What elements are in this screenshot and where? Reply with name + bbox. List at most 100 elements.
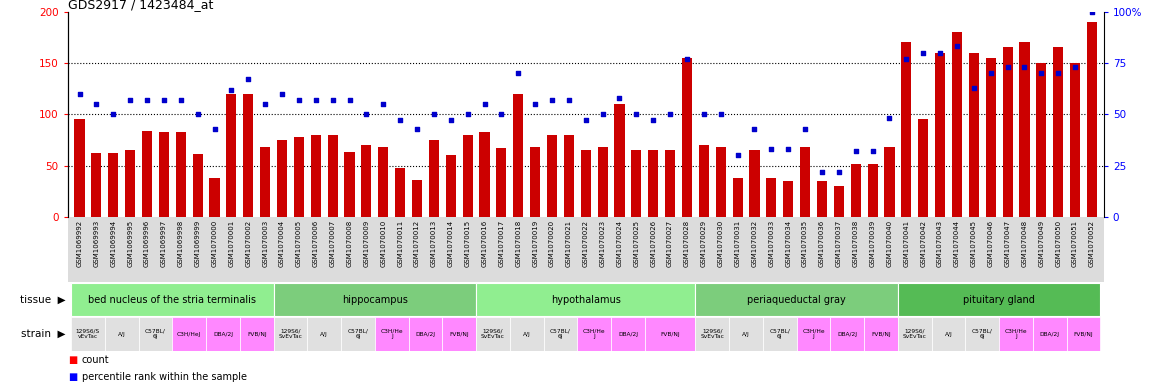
Text: 129S6/
SvEvTac: 129S6/ SvEvTac [481, 329, 505, 339]
Point [931, 50, 950, 56]
Bar [611, 318, 645, 351]
Text: C57BL/
6J: C57BL/ 6J [550, 329, 571, 339]
Bar [966, 318, 999, 351]
Text: GSM1069999: GSM1069999 [195, 220, 201, 268]
Bar [868, 164, 877, 217]
Text: GSM1070020: GSM1070020 [549, 220, 555, 267]
Text: C3H/He
J: C3H/He J [1004, 329, 1028, 339]
Point [644, 118, 662, 124]
Bar [864, 318, 898, 351]
Bar [648, 150, 659, 217]
Point [1033, 70, 1051, 76]
Point [1065, 64, 1084, 70]
Text: FVB/NJ: FVB/NJ [660, 331, 680, 337]
Point [762, 146, 780, 152]
Text: GSM1070019: GSM1070019 [533, 220, 538, 268]
Point [1083, 8, 1101, 15]
Text: GSM1070002: GSM1070002 [245, 220, 251, 267]
Bar [429, 140, 439, 217]
Text: GSM1070033: GSM1070033 [769, 220, 774, 268]
Text: C57BL/
6J: C57BL/ 6J [145, 329, 166, 339]
Point [324, 97, 342, 103]
Text: GSM1069997: GSM1069997 [161, 220, 167, 268]
Text: hippocampus: hippocampus [342, 295, 408, 305]
Text: GSM1070013: GSM1070013 [431, 220, 437, 268]
Bar [513, 94, 523, 217]
Bar [898, 318, 932, 351]
Point [947, 43, 966, 50]
Bar [109, 153, 118, 217]
Bar [682, 58, 693, 217]
Bar [968, 53, 979, 217]
Bar [932, 318, 966, 351]
Point [913, 50, 932, 56]
Bar [311, 135, 321, 217]
Text: GSM1070047: GSM1070047 [1004, 220, 1010, 267]
Text: GSM1070040: GSM1070040 [887, 220, 892, 267]
Point [863, 148, 882, 154]
Bar [952, 32, 962, 217]
Point [374, 101, 392, 107]
Bar [1087, 22, 1097, 217]
Point [239, 76, 258, 83]
Bar [564, 135, 573, 217]
Point [188, 111, 207, 118]
Bar [816, 181, 827, 217]
Point [458, 111, 477, 118]
Bar [918, 119, 929, 217]
Point [661, 111, 680, 118]
Text: C3H/He
J: C3H/He J [583, 329, 605, 339]
Bar [361, 145, 371, 217]
Text: 129S6/
SvEvTac: 129S6/ SvEvTac [701, 329, 724, 339]
Bar [902, 42, 911, 217]
Bar [645, 318, 695, 351]
Text: GSM1070001: GSM1070001 [229, 220, 235, 268]
Bar [614, 104, 625, 217]
Bar [750, 150, 759, 217]
Text: GSM1070010: GSM1070010 [381, 220, 387, 268]
Bar [580, 150, 591, 217]
Bar [800, 147, 811, 217]
Text: DBA/2J: DBA/2J [1040, 331, 1059, 337]
Point [795, 126, 814, 132]
Text: GSM1070005: GSM1070005 [296, 220, 301, 267]
Bar [665, 150, 675, 217]
Bar [547, 135, 557, 217]
Point [340, 97, 359, 103]
Text: GSM1070029: GSM1070029 [701, 220, 707, 267]
Bar [105, 318, 139, 351]
Text: GSM1070028: GSM1070028 [684, 220, 690, 267]
Text: GSM1070038: GSM1070038 [853, 220, 858, 268]
Text: GSM1069994: GSM1069994 [110, 220, 117, 267]
Point [104, 111, 123, 118]
Text: ■: ■ [68, 355, 77, 365]
Point [222, 86, 241, 93]
Bar [999, 318, 1033, 351]
Bar [175, 132, 186, 217]
Point [813, 169, 832, 175]
Point [627, 111, 646, 118]
Point [256, 101, 274, 107]
Bar [1033, 318, 1066, 351]
Bar [936, 53, 945, 217]
Bar [206, 318, 239, 351]
Bar [1020, 42, 1029, 217]
Point [543, 97, 562, 103]
Text: GSM1070007: GSM1070007 [329, 220, 335, 268]
Bar [834, 186, 844, 217]
Bar [1054, 48, 1063, 217]
Text: GDS2917 / 1423484_at: GDS2917 / 1423484_at [68, 0, 213, 12]
Text: GSM1069998: GSM1069998 [178, 220, 183, 268]
Bar [75, 119, 84, 217]
Text: GSM1070022: GSM1070022 [583, 220, 589, 267]
Point [745, 126, 764, 132]
Bar [71, 283, 273, 316]
Bar [395, 168, 405, 217]
Text: GSM1070014: GSM1070014 [447, 220, 453, 267]
Bar [598, 147, 607, 217]
Text: GSM1070039: GSM1070039 [870, 220, 876, 268]
Text: GSM1070006: GSM1070006 [313, 220, 319, 268]
Text: 129S6/
SvEvTac: 129S6/ SvEvTac [278, 329, 303, 339]
Point [559, 97, 578, 103]
Bar [1002, 48, 1013, 217]
